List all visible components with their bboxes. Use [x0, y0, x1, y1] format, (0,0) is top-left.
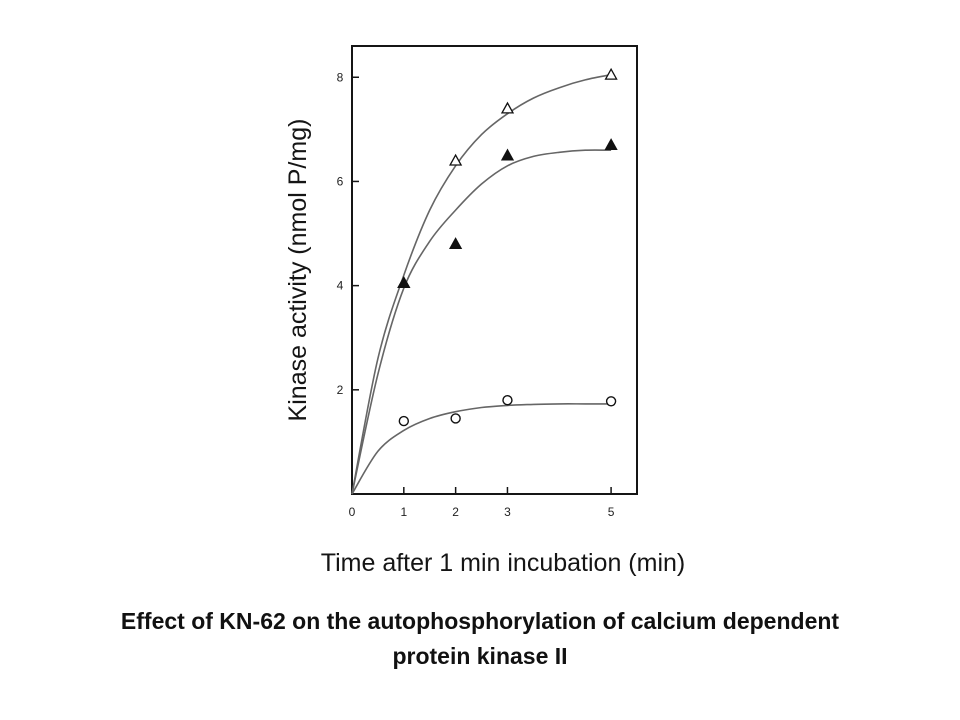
- open-triangle-marker: [500, 101, 515, 114]
- y-tick-label: 4: [337, 279, 344, 293]
- open-circle-marker: [605, 396, 617, 407]
- x-tick-label: 1: [400, 505, 407, 519]
- x-tick-label: 0: [349, 505, 356, 519]
- axis-ticks: [352, 76, 612, 494]
- fit-curve-2: [351, 149, 612, 495]
- plot-frame: [351, 45, 638, 495]
- caption-line-2: protein kinase II: [392, 643, 568, 669]
- fit-curve-3: [351, 403, 612, 495]
- filled-triangle-marker: [397, 276, 411, 289]
- filled-triangle-marker: [500, 148, 515, 161]
- x-tick-label: 2: [452, 505, 459, 519]
- data-markers: [397, 67, 618, 427]
- open-circle-marker: [450, 413, 461, 424]
- x-tick-label: 3: [504, 505, 511, 519]
- fit-curve-1: [351, 73, 612, 495]
- filled-triangle-marker: [448, 237, 463, 250]
- open-triangle-marker: [448, 153, 463, 166]
- open-circle-marker: [502, 395, 513, 406]
- caption-line-1: Effect of KN-62 on the autophosphorylati…: [120, 608, 840, 634]
- y-axis-label: Kinase activity (nmol P/mg): [284, 119, 312, 422]
- open-triangle-marker: [604, 67, 618, 80]
- y-tick-label: 2: [337, 383, 344, 397]
- fit-curves: [351, 73, 612, 495]
- open-circle-marker: [398, 415, 410, 427]
- figure-caption: Effect of KN-62 on the autophosphorylati…: [20, 604, 940, 674]
- y-tick-label: 8: [337, 70, 344, 84]
- tick-labels: 0 1 2 3 5 2 4 6 8: [337, 70, 615, 519]
- x-tick-label: 5: [608, 505, 615, 519]
- x-axis-label: Time after 1 min incubation (min): [321, 549, 685, 577]
- y-tick-label: 6: [337, 174, 344, 188]
- filled-triangle-marker: [604, 138, 618, 151]
